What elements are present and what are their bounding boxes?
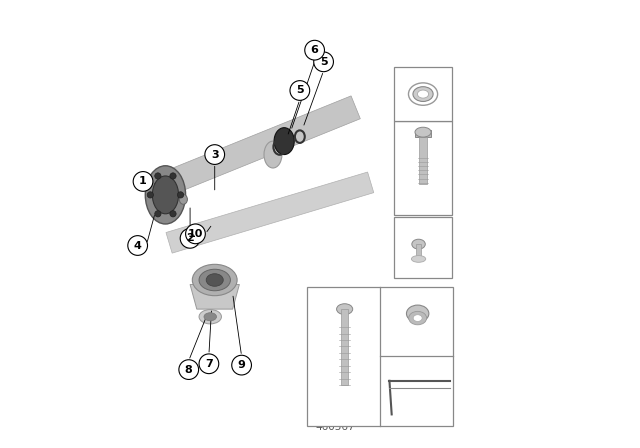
Polygon shape <box>415 130 431 137</box>
Circle shape <box>305 40 324 60</box>
Text: 8: 8 <box>185 365 193 375</box>
Ellipse shape <box>264 141 282 168</box>
Text: 1: 1 <box>139 177 147 186</box>
Text: 4: 4 <box>134 241 141 250</box>
FancyBboxPatch shape <box>307 287 453 426</box>
Text: 2: 2 <box>186 233 194 243</box>
Bar <box>341 309 348 385</box>
Ellipse shape <box>413 314 422 322</box>
Text: 3: 3 <box>313 297 321 310</box>
Ellipse shape <box>417 90 429 98</box>
Ellipse shape <box>337 304 353 314</box>
Ellipse shape <box>199 310 221 324</box>
Circle shape <box>205 145 225 164</box>
Ellipse shape <box>413 87 433 102</box>
Ellipse shape <box>408 83 438 105</box>
Text: 5: 5 <box>296 86 303 95</box>
Circle shape <box>170 173 176 179</box>
FancyBboxPatch shape <box>394 121 452 215</box>
Text: 4: 4 <box>387 297 394 310</box>
Text: 9: 9 <box>396 220 403 233</box>
Polygon shape <box>163 96 360 195</box>
Ellipse shape <box>152 176 179 214</box>
Ellipse shape <box>199 269 230 291</box>
Circle shape <box>128 236 148 255</box>
Text: 11: 11 <box>396 70 412 83</box>
Circle shape <box>170 211 176 217</box>
Bar <box>419 137 427 184</box>
Text: 10: 10 <box>188 229 203 239</box>
Ellipse shape <box>415 127 431 137</box>
Circle shape <box>155 173 161 179</box>
Circle shape <box>290 81 310 100</box>
Circle shape <box>147 192 154 198</box>
Circle shape <box>232 355 252 375</box>
Ellipse shape <box>409 311 427 325</box>
Circle shape <box>177 192 184 198</box>
Text: 460567: 460567 <box>316 422 355 432</box>
Text: 6: 6 <box>310 45 319 55</box>
Ellipse shape <box>412 255 426 263</box>
Polygon shape <box>166 172 374 253</box>
Bar <box>416 244 421 258</box>
Circle shape <box>186 224 205 244</box>
Ellipse shape <box>145 166 186 224</box>
Ellipse shape <box>179 194 188 204</box>
Circle shape <box>133 172 153 191</box>
Circle shape <box>199 354 219 374</box>
Ellipse shape <box>406 305 429 322</box>
Text: 3: 3 <box>211 150 218 159</box>
Circle shape <box>180 228 200 248</box>
Text: 9: 9 <box>237 360 246 370</box>
Ellipse shape <box>274 128 294 155</box>
Text: 10: 10 <box>396 126 412 139</box>
Ellipse shape <box>193 264 237 296</box>
Polygon shape <box>190 284 239 309</box>
FancyBboxPatch shape <box>394 67 452 121</box>
FancyBboxPatch shape <box>394 217 452 278</box>
Ellipse shape <box>412 239 426 249</box>
Ellipse shape <box>204 313 216 321</box>
Circle shape <box>314 52 333 72</box>
Text: 7: 7 <box>205 359 212 369</box>
Ellipse shape <box>206 274 223 286</box>
Circle shape <box>179 360 198 379</box>
Text: 5: 5 <box>320 57 328 67</box>
Circle shape <box>155 211 161 217</box>
